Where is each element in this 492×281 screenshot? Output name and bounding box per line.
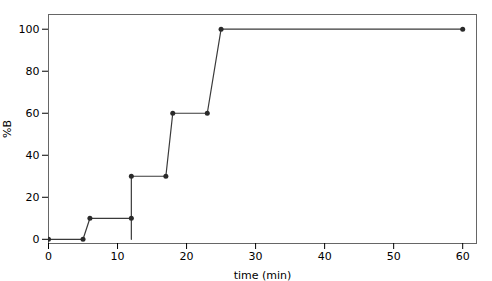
svg-text:30: 30 [249, 250, 263, 263]
svg-text:60: 60 [456, 250, 470, 263]
svg-text:100: 100 [19, 23, 40, 36]
svg-text:50: 50 [387, 250, 401, 263]
svg-text:%B: %B [1, 120, 14, 138]
svg-text:0: 0 [45, 250, 52, 263]
svg-text:time (min): time (min) [234, 269, 292, 281]
svg-text:40: 40 [26, 149, 40, 162]
svg-text:20: 20 [26, 191, 40, 204]
svg-text:10: 10 [111, 250, 125, 263]
svg-text:80: 80 [26, 65, 40, 78]
svg-text:0: 0 [33, 233, 40, 246]
svg-text:40: 40 [318, 250, 332, 263]
svg-text:20: 20 [180, 250, 194, 263]
svg-text:60: 60 [26, 107, 40, 120]
